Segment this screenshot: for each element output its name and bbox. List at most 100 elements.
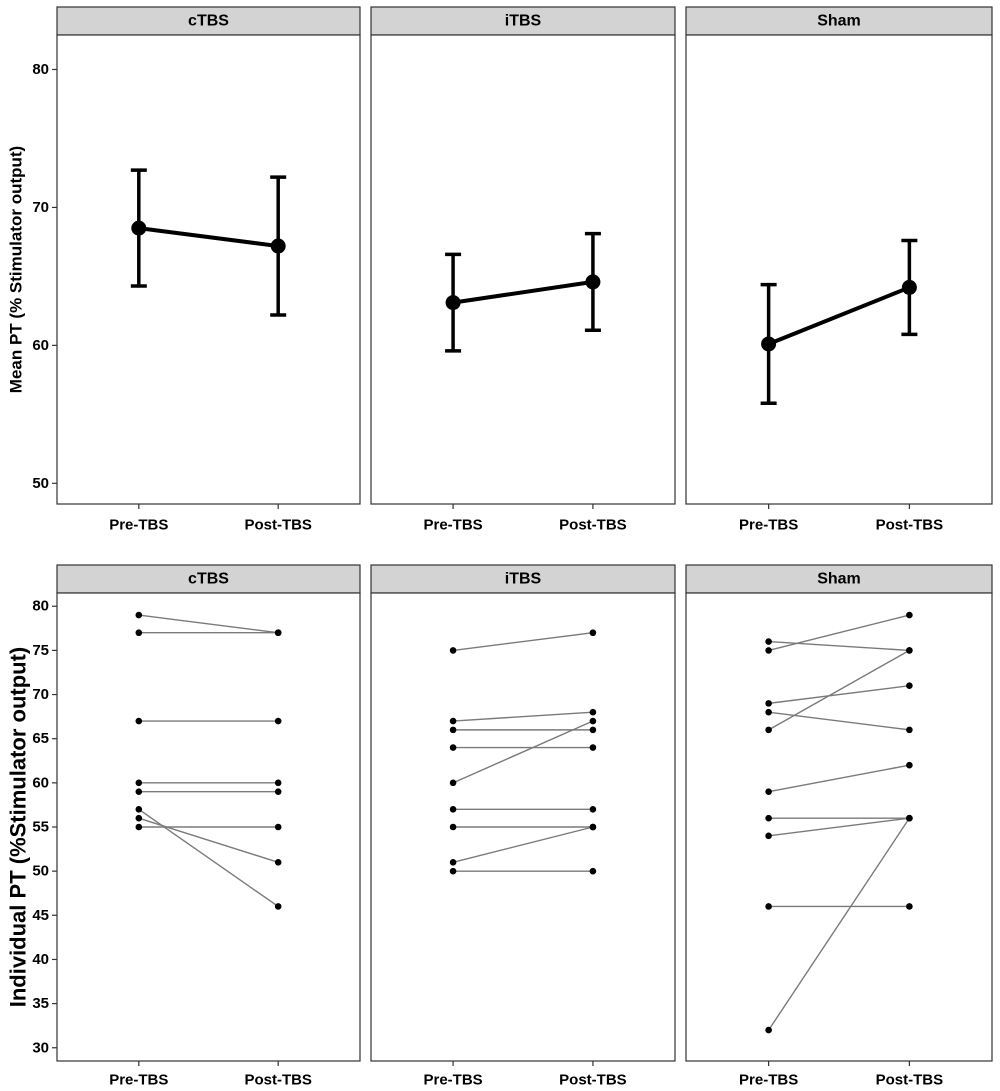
strip-label: cTBS [188,571,229,588]
subject-point [135,788,143,795]
subject-point [274,779,282,787]
strip-label: Sham [817,13,861,30]
subject-line [453,711,593,722]
subject-line [452,632,594,652]
y-tick-label: 55 [32,819,49,836]
subject-point [589,717,597,725]
y-tick-label: 30 [32,1039,49,1056]
subject-line [452,826,594,863]
subject-point [906,903,913,910]
mean-line [138,226,279,249]
subject-point [589,708,597,716]
subject-point [274,717,282,725]
y-tick-label: 80 [32,61,49,78]
y-tick-label: 35 [32,995,49,1012]
mean-point [761,336,777,352]
subject-point [765,726,772,734]
x-tick-label: Pre-TBS [109,517,168,534]
y-tick-label: 60 [32,774,49,791]
mean-point [585,274,601,290]
subject-point [135,779,143,787]
subject-point [906,761,913,769]
mean-line [767,285,911,346]
subject-line [768,640,910,652]
mean-point [901,279,917,295]
strip-label: iTBS [505,13,542,30]
subject-point [135,823,143,831]
subject-point [589,726,597,734]
y-tick-label: 80 [32,598,49,615]
subject-point [449,806,457,813]
subject-point [765,903,772,910]
mean-point [445,295,461,311]
subject-point [765,700,772,707]
subject-point [589,806,597,813]
subject-line [768,711,910,731]
subject-point [274,903,282,910]
panel-border [685,34,993,505]
panel-sham: Sham Pre-TBS Post-TBS [685,564,993,1089]
subject-point [135,806,143,813]
subject-line [768,764,910,793]
subject-point [906,682,913,690]
subject-point [135,814,143,822]
x-tick-label: Post-TBS [876,517,944,534]
subject-point [274,859,282,866]
subject-point [906,611,913,619]
subject-point [449,859,457,866]
y-axis-title: Individual PT (%Stimulator output) [6,647,31,1008]
subject-point [906,814,913,822]
subject-point [449,726,457,734]
subject-point [765,832,772,840]
strip-label: Sham [817,571,861,588]
subject-line [768,685,910,705]
x-tick-label: Post-TBS [244,517,312,534]
subject-line [138,614,279,634]
mean-pt-chart: Mean PT (% Stimulator output) 50 60 70 80 cTB… [7,6,993,534]
strip-background [56,6,361,36]
subject-point [765,647,772,654]
x-tick-label: Post-TBS [244,1072,312,1089]
strip-background [685,6,993,36]
subject-point [449,717,457,725]
panel-ctbs: cTBS Pre-TBS Post-TBS [56,6,361,534]
subject-point [449,744,457,751]
subject-line [768,649,910,731]
y-tick-label: 50 [32,863,49,880]
subject-point [274,788,282,795]
subject-point [135,717,143,725]
y-axis-title: Mean PT (% Stimulator output) [7,146,26,393]
y-tick-label: 40 [32,951,49,968]
panel-border [56,34,361,505]
panel-sham: Sham Pre-TBS Post-TBS [685,6,993,534]
y-tick-label: 70 [32,686,49,703]
y-tick-label: 65 [32,730,49,747]
x-tick-label: Pre-TBS [109,1072,168,1089]
y-tick-label: 45 [32,907,49,924]
x-tick-label: Pre-TBS [739,517,798,534]
strip-background [370,564,676,594]
x-tick-label: Post-TBS [559,517,627,534]
y-tick-label: 50 [32,475,49,492]
subject-line [768,614,910,652]
subject-point [765,814,772,822]
subject-point [449,823,457,831]
x-tick-label: Post-TBS [559,1072,627,1089]
subject-point [589,744,597,751]
x-tick-label: Pre-TBS [739,1072,798,1089]
mean-point [131,220,147,236]
subject-point [274,629,282,637]
subject-point [449,779,457,787]
subject-point [589,629,597,637]
subject-point [135,611,143,619]
y-tick-label: 60 [32,337,49,354]
subject-point [589,823,597,831]
panel-border [370,34,676,505]
subject-point [589,867,597,875]
subject-point [906,647,913,654]
mean-point [270,238,286,254]
y-tick-label: 70 [32,199,49,216]
individual-pt-chart: Individual PT (%Stimulator output) 30 35 40… [6,564,993,1089]
subject-point [765,708,772,716]
